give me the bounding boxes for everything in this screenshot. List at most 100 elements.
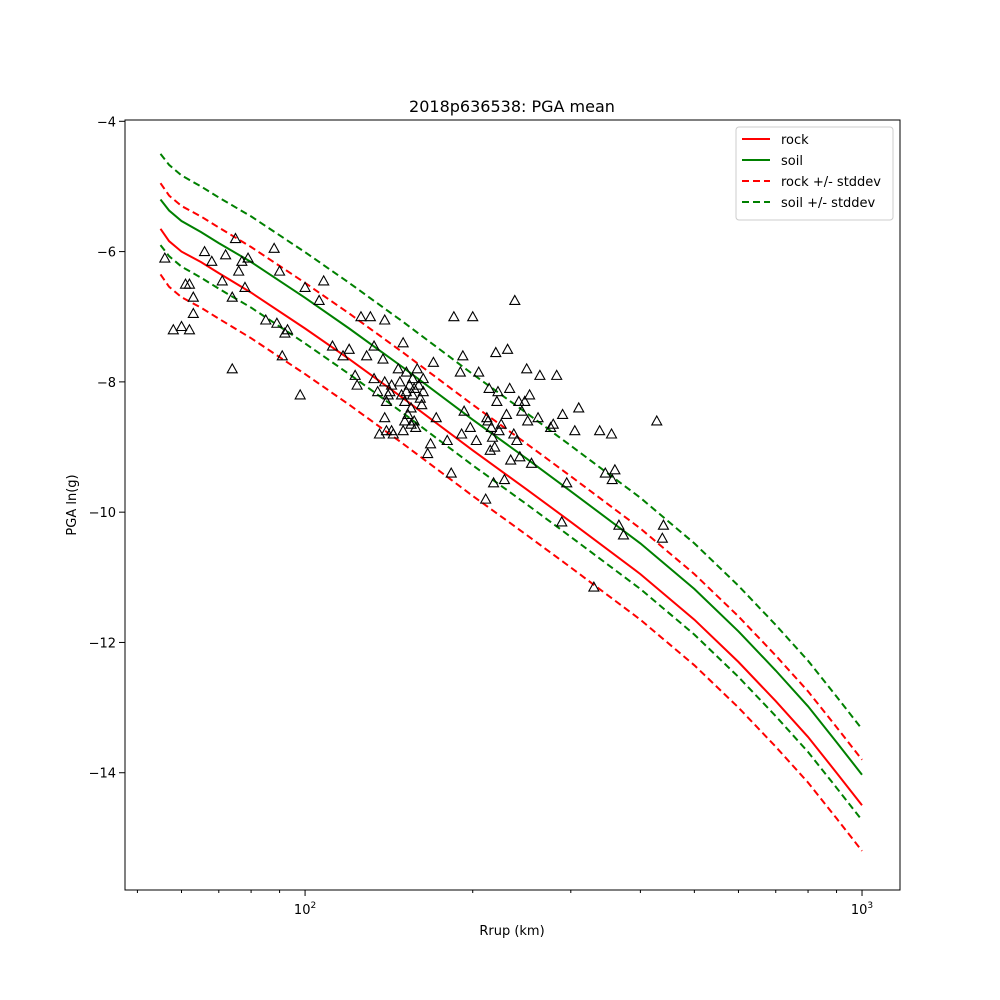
observation-point bbox=[485, 421, 498, 433]
observation-point bbox=[198, 245, 211, 257]
observation-point bbox=[513, 450, 526, 462]
observation-point bbox=[383, 385, 396, 397]
observation-point bbox=[599, 466, 612, 478]
observation-point bbox=[167, 323, 180, 335]
observation-point bbox=[482, 414, 494, 426]
observation-point bbox=[532, 411, 544, 423]
y-tick-label: −8 bbox=[97, 376, 116, 391]
observation-point bbox=[405, 418, 418, 429]
observation-point bbox=[547, 418, 560, 429]
observation-point bbox=[520, 362, 533, 374]
observation-point bbox=[427, 356, 440, 367]
legend-label: soil bbox=[781, 154, 803, 169]
observation-point bbox=[360, 349, 373, 361]
legend: rock soil rock +/- stddev soil +/- stddev bbox=[735, 126, 894, 221]
observation-point bbox=[395, 388, 408, 400]
observation-point bbox=[479, 493, 492, 504]
y-axis: −4 −6 −8 −10 −12 −14 bbox=[89, 115, 125, 782]
observation-point bbox=[268, 242, 281, 253]
observation-point bbox=[183, 278, 196, 289]
observation-point bbox=[187, 307, 200, 319]
observation-point bbox=[456, 349, 469, 361]
observation-point bbox=[387, 427, 400, 439]
observation-point bbox=[608, 463, 621, 475]
observation-point bbox=[612, 519, 625, 530]
observation-point bbox=[488, 440, 501, 452]
observation-point bbox=[406, 388, 419, 400]
x-tick-label: 103 bbox=[851, 901, 873, 918]
observation-point bbox=[447, 310, 460, 322]
observation-point bbox=[226, 362, 239, 374]
observation-point bbox=[242, 251, 254, 263]
observation-point bbox=[294, 388, 307, 400]
observation-point bbox=[378, 313, 391, 325]
x-tick-label: 102 bbox=[294, 901, 316, 918]
observation-point bbox=[371, 385, 384, 397]
legend-box bbox=[735, 126, 894, 221]
observation-point bbox=[393, 375, 406, 387]
observation-point bbox=[281, 323, 294, 335]
observation-point bbox=[377, 352, 389, 364]
observation-point bbox=[392, 362, 405, 374]
observation-point bbox=[317, 274, 330, 286]
observation-point bbox=[480, 411, 493, 423]
observation-points bbox=[158, 232, 670, 592]
observation-point bbox=[415, 398, 428, 410]
observation-point bbox=[259, 313, 272, 325]
observation-point bbox=[556, 408, 569, 420]
observation-point bbox=[398, 414, 411, 426]
observation-point bbox=[458, 405, 471, 416]
observation-point bbox=[175, 320, 188, 332]
observation-point bbox=[500, 408, 513, 420]
observation-point bbox=[486, 431, 499, 442]
observation-point bbox=[510, 434, 523, 446]
observation-point bbox=[424, 437, 437, 449]
observation-point bbox=[158, 251, 171, 263]
y-tick-label: −6 bbox=[97, 246, 116, 261]
observation-point bbox=[544, 421, 557, 433]
observation-point bbox=[216, 274, 229, 286]
observation-point bbox=[430, 411, 443, 423]
y-tick-label: −14 bbox=[89, 767, 116, 782]
plot-background bbox=[125, 120, 900, 890]
observation-point bbox=[472, 365, 485, 377]
observation-point bbox=[385, 379, 398, 390]
observation-point bbox=[400, 365, 413, 377]
y-axis-label: PGA ln(g) bbox=[65, 474, 80, 535]
observation-point bbox=[351, 379, 364, 390]
observation-point bbox=[470, 434, 483, 446]
observation-point bbox=[493, 424, 505, 436]
observation-point bbox=[464, 421, 477, 433]
chart-title: 2018p636538: PGA mean bbox=[409, 97, 615, 116]
observation-point bbox=[364, 310, 377, 322]
observation-point bbox=[343, 343, 356, 354]
observation-point bbox=[492, 385, 504, 397]
observation-point bbox=[489, 346, 502, 358]
observation-point bbox=[498, 473, 511, 485]
observation-point bbox=[515, 405, 528, 416]
observation-point bbox=[605, 427, 618, 439]
observation-point bbox=[183, 323, 196, 335]
observation-point bbox=[441, 434, 454, 446]
observation-point bbox=[503, 382, 516, 393]
observation-point bbox=[205, 255, 218, 266]
observation-point bbox=[521, 414, 534, 426]
observation-point bbox=[406, 372, 419, 384]
observation-point bbox=[412, 379, 425, 390]
observation-point bbox=[495, 418, 508, 429]
observation-point bbox=[417, 385, 430, 397]
observation-point bbox=[455, 427, 468, 439]
observation-point bbox=[401, 408, 414, 420]
observation-point bbox=[568, 424, 581, 436]
observation-point bbox=[560, 476, 573, 488]
observation-point bbox=[411, 362, 424, 374]
observation-point bbox=[525, 457, 538, 468]
observation-point bbox=[380, 395, 393, 406]
observation-point bbox=[408, 382, 421, 393]
observation-point bbox=[349, 369, 362, 380]
observation-point bbox=[276, 349, 289, 361]
legend-label: rock bbox=[781, 133, 809, 148]
observation-point bbox=[368, 372, 380, 384]
observation-point bbox=[501, 343, 514, 354]
